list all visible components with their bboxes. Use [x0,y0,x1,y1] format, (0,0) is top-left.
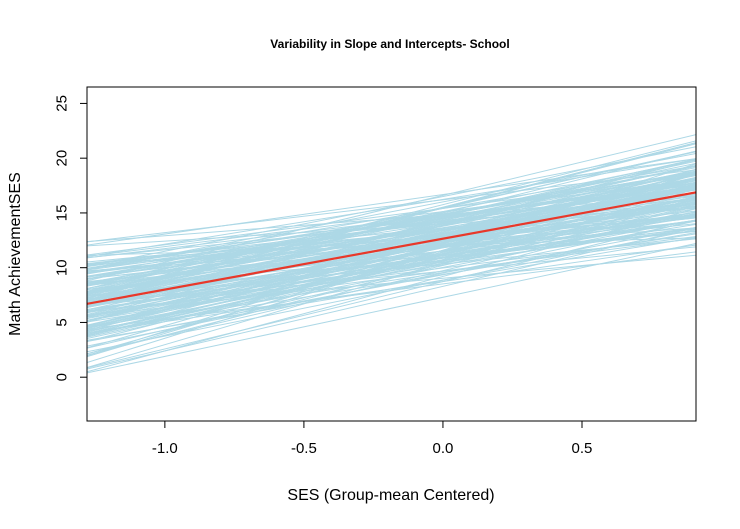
x-tick-label: -1.0 [152,440,178,457]
x-tick-label: -0.5 [291,440,317,457]
school-line-mid-c [87,197,696,333]
school-line [87,159,696,285]
y-tick-label: 5 [54,318,71,326]
school-line-flat-a [87,206,696,265]
y-tick-label: 10 [54,259,71,276]
school-line [87,207,696,277]
school-line-steep-a [87,163,696,357]
chart-title: Variability in Slope and Intercepts- Sch… [270,37,509,51]
school-line-flat-b [87,214,696,266]
school-line-steep-b [87,173,696,358]
school-line [87,227,696,370]
x-axis: -1.0 -0.5 0.0 0.5 [152,421,592,457]
school-line [87,236,696,341]
school-line [87,208,696,328]
x-tick-label: 0.5 [572,440,593,457]
school-line-mid-g [87,170,696,278]
school-line [87,203,696,338]
x-axis-title: SES (Group-mean Centered) [287,487,494,504]
school-line-mid-h [87,206,696,349]
school-line [87,217,696,287]
school-lines-group [87,134,696,374]
school-line-mid-b [87,179,696,297]
school-line [87,171,696,295]
school-line-high-flat [87,169,696,243]
school-line [87,158,696,246]
school-line-top [87,146,696,268]
y-tick-label: 20 [54,150,71,167]
school-line [87,187,696,301]
school-line [87,187,696,314]
y-tick-label: 15 [54,205,71,222]
school-line-mid-d [87,185,696,273]
y-axis: 0 5 10 15 20 25 [54,95,87,381]
school-line [87,164,696,304]
school-line [87,246,696,306]
average-line [87,191,696,305]
school-line [87,211,696,355]
average-line-group [87,191,696,305]
school-line [87,226,696,343]
school-line [87,220,696,318]
y-tick-label: 0 [54,373,71,381]
school-line-mid-e [87,219,696,317]
school-line [87,205,696,300]
y-axis-title: Math AchievementSES [7,172,24,336]
school-line [87,182,696,280]
school-line [87,219,696,369]
x-tick-label: 0.0 [433,440,454,457]
school-line-mid-a [87,203,696,306]
y-tick-label: 25 [54,95,71,112]
school-line-lowest-start [87,242,696,374]
school-line [87,214,696,280]
plot-frame [86,86,697,422]
